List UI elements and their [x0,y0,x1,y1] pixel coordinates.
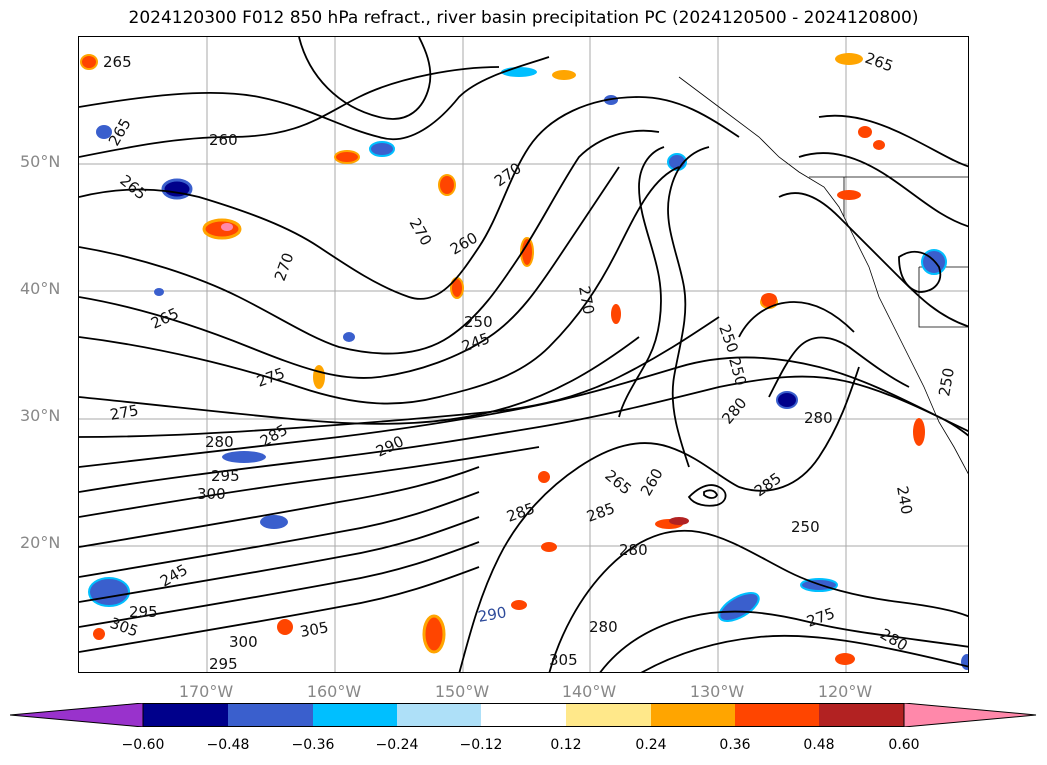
lon-label-170w: 170°W [178,682,234,701]
contour-label: 285 [504,499,537,526]
contour-label: 250 [464,313,493,331]
colorbar-segment [651,703,735,727]
contour-label: 270 [406,215,436,249]
contour-label: 300 [197,485,226,503]
contour-label: 295 [211,467,240,485]
contour-label: 295 [209,655,238,673]
map-canvas: 265 260 265 265 265 270 270 270 260 250 … [79,37,968,673]
map-title: 2024120300 F012 850 hPa refract., river … [128,8,919,28]
contour-label: 280 [718,394,750,428]
contour-label: 250 [935,366,958,397]
contour-label: 300 [229,633,258,651]
contour-label: 265 [601,466,635,498]
colorbar-outline [142,703,905,727]
contour-label: 280 [804,409,833,427]
contour-label: 270 [575,285,598,316]
contour-label: 265 [116,171,150,203]
contour-label: 260 [637,465,667,499]
colorbar-tick: −0.12 [459,737,503,753]
colorbar-tick: −0.60 [121,737,165,753]
lon-label-130w: 130°W [689,682,745,701]
contour-label: 280 [619,541,648,559]
contour-label: 275 [254,364,287,391]
lon-label-160w: 160°W [306,682,362,701]
colorbar-extend-low [10,703,144,727]
contour-label: 245 [459,329,492,356]
contour-label: 305 [299,618,330,641]
colorbar-extend-high [903,703,1037,727]
lat-label-50n: 50°N [20,152,61,171]
colorbar-segment [397,703,481,727]
contour-label: 260 [447,229,481,259]
contour-label: 285 [751,469,785,500]
colorbar-tick: 0.60 [888,737,920,753]
contour-label: 275 [109,401,140,424]
colorbar-tick: 0.12 [550,737,582,753]
colorbar-tick: 0.36 [719,737,751,753]
lon-label-140w: 140°W [561,682,617,701]
contour-label: 295 [129,603,158,621]
contour-label: 265 [105,115,135,149]
colorbar-tick: 0.24 [635,737,667,753]
map-plot-area: 265 260 265 265 265 270 270 270 260 250 … [78,36,969,673]
colorbar-tick: −0.36 [291,737,335,753]
contour-label: 285 [584,499,617,526]
colorbar-segment [228,703,313,727]
contour-label: 250 [715,322,742,355]
colorbar-tick: −0.48 [206,737,250,753]
contour-label: 280 [589,618,618,636]
lat-label-30n: 30°N [20,406,61,425]
lon-label-120w: 120°W [817,682,873,701]
lat-label-20n: 20°N [20,533,61,552]
colorbar-segment [566,703,651,727]
contour-label: 240 [893,485,916,516]
contour-label: 260 [209,131,238,149]
colorbar-tick: 0.48 [803,737,835,753]
lat-label-40n: 40°N [20,279,61,298]
colorbar-segment [143,703,228,727]
contour-label: 265 [863,49,896,76]
contour-label: 290 [373,432,407,460]
lon-label-150w: 150°W [434,682,490,701]
contour-label: 265 [103,53,132,71]
colorbar-segment [481,703,566,727]
colorbar-segment [735,703,819,727]
contour-label: 250 [791,518,820,536]
colorbar-tick: −0.24 [375,737,419,753]
contour-label: 290 [477,603,508,626]
contour-label: 305 [549,651,578,669]
contour-label: 270 [271,250,298,283]
contour-label: 265 [148,304,182,332]
colorbar-segment [313,703,397,727]
colorbar [10,703,1037,727]
contour-label: 250 [725,355,750,387]
refractivity-contours [79,37,968,672]
contour-label: 280 [205,433,234,451]
colorbar-segment [819,703,904,727]
